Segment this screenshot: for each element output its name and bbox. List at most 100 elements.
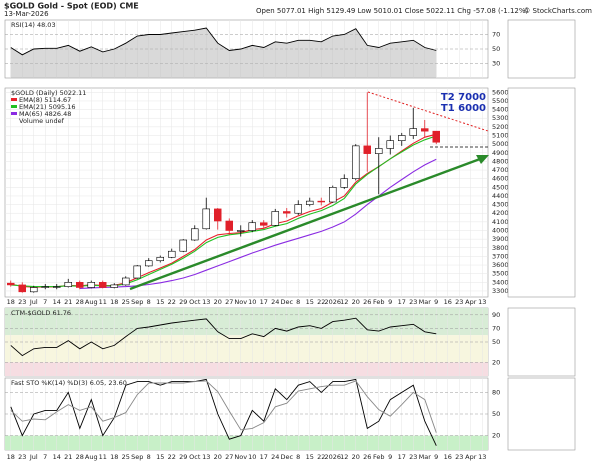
target-label: T2 7000 [441,92,486,103]
candle-body [248,222,257,231]
x-tick-label: Dec [280,453,293,461]
y-tick-label: 5400 [492,106,509,114]
x-tick-label: 8 [147,298,151,306]
x-tick-label: Mar [419,298,432,306]
x-tick-label: 9 [388,298,392,306]
line [10,317,437,357]
candle-body [87,282,96,288]
candle-body [191,228,199,241]
y-tick-label: 4600 [492,175,509,183]
x-tick-label: 11 [99,453,107,461]
x-tick-label: 22 [168,453,176,461]
x-tick-label: 14 [53,453,61,461]
candle-body [64,282,73,287]
y-tick-label: 90 [492,311,500,319]
x-tick-label: Nov [234,453,247,461]
panel-title: Fast STO %K(14) %D(3) 6.05, 23.60 [11,379,127,387]
y-tick-label: 50 [492,410,500,418]
y-tick-label: 20 [492,432,500,440]
x-tick-label: 23 [455,453,463,461]
panel-title: $GOLD (Daily) 5022.11 [11,89,86,97]
x-tick-label: 14 [53,298,61,306]
candle-body [282,211,291,214]
y-tick-label: 3500 [492,270,509,278]
x-tick-label: Apr [465,298,477,306]
x-tick-label: 16 [444,453,452,461]
candle-body [363,145,371,154]
legend-label: EMA(21) 5095.16 [19,103,75,111]
candle-body [52,286,61,288]
candle-body [99,282,107,288]
x-tick-label: 18 [7,298,15,306]
x-tick-label: 15 [306,453,314,461]
x-tick-label: 2026 [324,298,341,306]
legend-swatch [11,112,17,115]
symbol: $GOLD Gold - Spot (EOD) CME [4,2,139,11]
x-tick-label: 16 [444,298,452,306]
target-label: T1 6000 [441,103,486,114]
candle-body [122,277,130,286]
x-tick-label: 11 [99,298,107,306]
candle-body [340,178,348,188]
mini-frame [507,19,576,79]
x-tick-label: 9 [434,453,438,461]
x-tick-label: 18 [110,453,118,461]
x-tick-label: 17 [398,298,406,306]
candle-body [317,200,325,203]
x-tick-label: 21 [64,298,72,306]
x-tick-label: 15 [306,298,314,306]
x-tick-label: 23 [409,298,417,306]
x-tick-label: 10 [248,453,256,461]
x-tick-label: Oct [189,453,201,461]
y-tick-label: 3400 [492,278,509,286]
x-tick-label: 22 [317,298,325,306]
x-tick-label: 22 [168,298,176,306]
mini-frame [507,377,576,451]
candle-body [386,140,394,149]
y-tick-label: 70 [492,31,500,39]
x-tick-label: 26 [363,453,371,461]
x-tick-label: 22 [317,453,325,461]
y-tick-label: 4400 [492,192,509,200]
x-tick-label: 13 [202,298,210,306]
candle-body [145,260,153,267]
x-tick-label: 15 [156,453,164,461]
panel-title: RSI(14) 48.03 [11,21,56,29]
x-tick-label: 27 [225,298,233,306]
x-tick-label: 28 [76,453,84,461]
y-tick-label: 70 [492,324,500,332]
x-tick-label: Nov [234,298,247,306]
x-tick-label: 27 [225,453,233,461]
candle-body [225,220,234,231]
x-tick-label: 29 [179,298,187,306]
candle-body [41,286,49,288]
resistance-line [367,91,489,132]
x-tick-label: 25 [122,453,130,461]
legend-swatch [11,105,17,108]
x-tick-label: 17 [260,298,268,306]
line [10,378,437,446]
line [10,27,437,56]
y-tick-label: 4200 [492,209,509,217]
x-tick-label: Sep [131,453,143,461]
legend-label: MA(65) 4826.48 [19,110,71,118]
trend-arrow [129,157,481,291]
x-tick-label: 9 [388,453,392,461]
candle-body [409,128,417,136]
x-tick-label: 8 [147,453,151,461]
x-tick-label: 13 [202,453,210,461]
band [5,308,488,336]
x-tick-label: 20 [352,298,360,306]
x-tick-label: 20 [214,298,222,306]
candle-body [351,145,360,179]
y-tick-label: 5300 [492,114,509,122]
x-tick-label: 17 [398,453,406,461]
y-tick-label: 3600 [492,261,509,269]
candle-body [179,239,188,252]
x-tick-label: Oct [189,298,201,306]
panel-bg [4,87,489,298]
x-tick-label: 7 [43,453,47,461]
x-tick-label: Feb [373,453,385,461]
